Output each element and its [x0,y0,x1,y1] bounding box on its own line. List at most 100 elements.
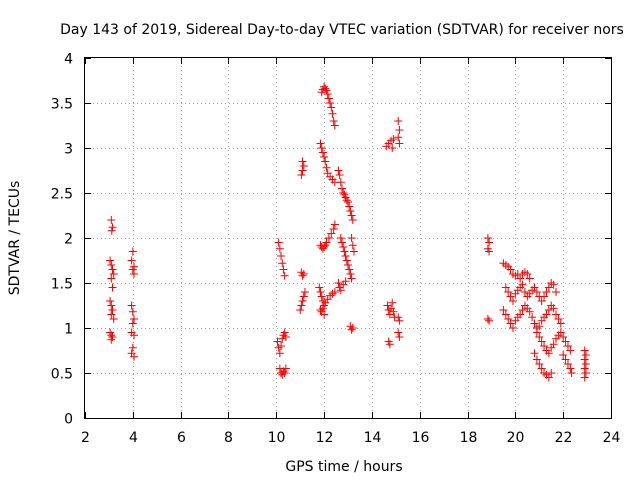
data-point-marker [334,166,343,175]
data-point-marker [506,292,515,301]
data-point-marker [347,325,356,334]
data-point-marker [580,346,589,355]
data-point-marker [297,301,306,310]
data-point-marker [298,157,307,166]
data-point-marker [336,286,345,295]
data-point-marker [347,234,356,242]
data-point-marker [581,369,590,377]
data-point-marker [554,315,563,323]
data-point-marker [544,306,553,314]
data-point-marker [329,117,338,125]
data-point-marker [535,333,544,341]
data-point-marker [525,274,534,283]
data-point-marker [342,256,351,265]
data-point-marker [296,306,305,314]
data-point-marker [549,304,558,313]
data-point-marker [504,315,513,323]
y-tick-label: 1.5 [51,277,73,293]
data-point-marker [321,157,330,166]
x-tick-label: 24 [603,430,621,446]
data-point-marker [341,277,350,286]
y-tick-label: 3 [64,142,73,158]
y-tick-label: 2.5 [51,187,73,203]
data-point-marker [128,265,137,274]
data-point-marker [321,84,330,93]
data-point-marker [559,351,568,359]
data-point-marker [336,178,345,187]
data-point-marker [346,270,355,278]
data-point-marker [328,109,337,118]
data-point-marker [347,211,356,220]
axis-ticks [85,58,612,419]
data-point-marker [128,247,137,256]
data-point-marker [532,328,541,337]
data-point-marker [501,310,510,319]
x-tick-label: 14 [364,430,382,446]
data-point-marker [298,166,307,175]
data-point-marker [530,319,539,328]
data-point-marker [556,328,565,337]
data-point-marker [394,133,403,142]
data-point-marker [544,373,553,382]
x-tick-label: 6 [177,430,186,446]
data-point-marker [107,261,116,269]
data-point-marker [395,316,404,325]
data-point-marker [299,292,308,301]
data-point-marker [330,121,339,130]
data-point-marker [326,99,335,107]
data-point-marker [547,369,556,377]
data-point-marker [278,334,287,343]
data-point-marker [324,94,333,103]
data-point-marker [506,319,515,328]
data-point-marker [563,360,572,368]
data-point-marker [329,225,338,233]
data-point-marker [348,324,357,332]
data-point-marker [340,247,349,256]
data-point-marker [130,315,139,323]
data-point-marker [506,265,515,274]
data-point-marker [559,333,568,341]
data-point-marker [563,342,572,350]
data-point-marker [580,373,589,382]
data-point-marker [346,207,355,215]
data-point-marker [549,280,558,289]
data-point-marker [320,243,329,251]
data-point-marker [347,274,356,283]
data-point-marker [483,315,492,323]
y-tick-label: 3.5 [51,97,73,113]
data-point-marker [508,297,517,305]
x-tick-label: 2 [81,430,90,446]
data-point-marker [485,247,494,256]
data-point-marker [338,184,347,193]
data-point-marker [394,328,403,337]
data-point-marker [537,337,546,346]
data-point-marker [107,274,116,283]
data-point-marker [537,364,546,373]
data-point-marker [128,319,137,328]
data-point-marker [561,337,570,346]
data-point-marker [344,261,352,269]
data-point-marker [566,346,575,355]
data-point-marker [580,364,589,373]
data-point-marker [299,270,308,278]
data-point-marker [335,171,344,179]
data-point-marker [339,189,348,197]
data-point-marker [504,288,513,296]
data-point-marker [315,283,324,292]
x-tick-label: 8 [224,430,233,446]
data-point-marker [106,297,115,305]
data-point-marker [299,162,308,170]
data-point-marker [348,216,357,224]
data-point-marker [530,349,539,358]
data-point-marker [516,274,525,283]
data-point-marker [530,283,539,292]
data-point-marker [537,297,546,305]
data-point-marker [566,364,575,373]
x-tick-label: 18 [460,430,478,446]
data-point-marker [535,360,544,368]
data-point-marker [518,280,527,289]
data-point-marker [567,369,576,377]
y-tick-label: 4 [64,52,73,68]
data-point-marker [300,288,309,296]
